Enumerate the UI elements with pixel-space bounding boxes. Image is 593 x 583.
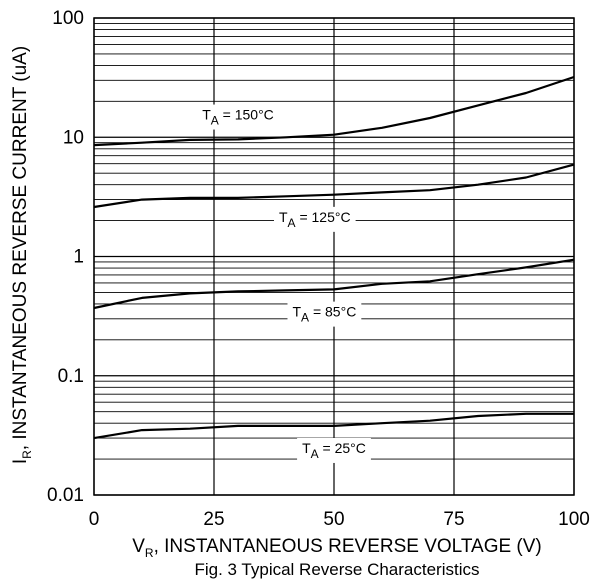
y-axis-label: IR, INSTANTANEOUS REVERSE CURRENT (uA)	[10, 46, 34, 464]
y-tick-label: 1	[73, 247, 84, 268]
y-tick-label: 100	[52, 8, 84, 29]
x-tick-label: 75	[443, 509, 464, 530]
x-axis-label: VR, INSTANTANEOUS REVERSE VOLTAGE (V)	[132, 536, 542, 560]
series-line-150C	[93, 75, 575, 147]
curve-label-150C: TA = 150°C	[197, 104, 279, 130]
x-tick-label: 25	[203, 509, 224, 530]
y-tick-label: 0.01	[47, 485, 84, 506]
curve-label-background	[273, 206, 356, 232]
series-lines	[93, 75, 575, 440]
curve-label-25C: TA = 25°C	[297, 437, 371, 463]
curve-labels: TA = 150°C TA = 125°C TA = 85°C TA = 25°C	[197, 104, 371, 463]
y-tick-label: 0.1	[58, 366, 84, 387]
series-line-25C	[93, 412, 574, 440]
y-tick-label: 10	[63, 127, 84, 148]
curve-label-background	[197, 104, 279, 130]
figure-caption: Fig. 3 Typical Reverse Characteristics	[194, 560, 479, 579]
x-tick-label: 100	[558, 509, 590, 530]
curve-label-text: TA = 85°C	[292, 304, 356, 325]
x-tick-label: 0	[89, 509, 100, 530]
x-tick-label: 50	[323, 509, 344, 530]
curve-label-text: TA = 125°C	[279, 209, 351, 230]
curve-label-background	[287, 301, 362, 327]
tick-labels: 100 10 1 0.1 0.010 25 50 75 100	[47, 8, 590, 530]
plot-frame	[93, 17, 575, 496]
curve-label-background	[297, 437, 371, 463]
series-line-85C	[93, 258, 575, 310]
curve-label-text: TA = 25°C	[302, 440, 366, 461]
curve-label-85C: TA = 85°C	[287, 301, 362, 327]
series-line-125C	[93, 163, 575, 209]
curve-label-text: TA = 150°C	[202, 107, 274, 128]
curve-label-125C: TA = 125°C	[273, 206, 356, 232]
